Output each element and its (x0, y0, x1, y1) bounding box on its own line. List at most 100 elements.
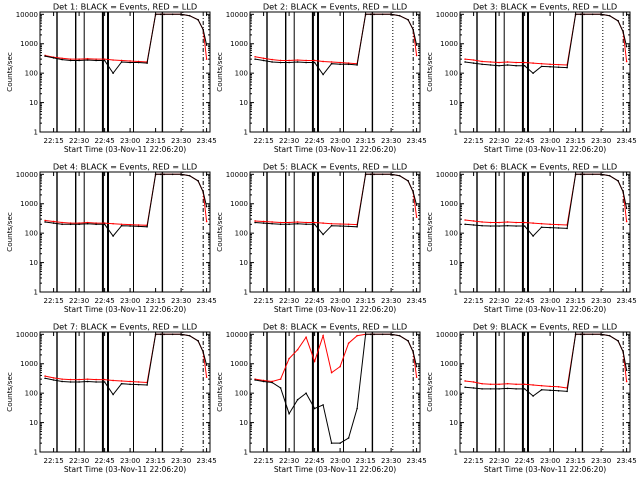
data-point-events (364, 333, 367, 336)
x-tick-label: 22:30 (69, 137, 89, 145)
data-point-events (390, 333, 392, 336)
x-tick-label: 23:15 (356, 297, 376, 305)
data-point-events (95, 59, 97, 62)
data-point-events (472, 387, 475, 389)
y-tick-label: 10000 (436, 171, 458, 179)
y-tick-label: 1 (454, 449, 458, 457)
data-point-events (373, 173, 375, 176)
data-point-events (398, 174, 401, 177)
data-point-events (591, 13, 594, 16)
data-point-lld (464, 219, 466, 221)
data-point-events (369, 333, 372, 336)
data-point-events (415, 44, 418, 46)
series-line-events (45, 173, 208, 237)
data-point-events (608, 174, 611, 177)
data-point-events (44, 377, 46, 380)
x-tick-label: 22:15 (44, 457, 64, 465)
plot-frame (459, 171, 631, 293)
chart-title: Det 2: BLACK = Events, RED = LLD (263, 2, 407, 12)
data-point-events (103, 223, 106, 226)
data-point-events (412, 28, 415, 31)
plot-frame (39, 171, 211, 293)
data-point-lld (489, 221, 492, 224)
data-point-lld (523, 221, 526, 224)
data-point-events (347, 63, 350, 66)
data-point-events (254, 58, 256, 60)
data-point-lld (481, 60, 483, 63)
data-point-events (254, 379, 256, 381)
data-point-lld (506, 61, 509, 63)
data-point-events (95, 381, 97, 383)
x-tick-label: 22:15 (254, 297, 274, 305)
data-point-events (330, 62, 333, 65)
x-tick-label: 23:30 (171, 297, 191, 305)
data-point-events (69, 59, 72, 62)
data-point-events (523, 225, 526, 227)
data-point-lld (288, 221, 290, 224)
data-point-events (171, 333, 174, 336)
data-point-events (356, 407, 358, 410)
data-point-events (523, 64, 526, 67)
chart-panel-3: Det 3: BLACK = Events, RED = LLD 1 10 100 10… (425, 2, 637, 155)
data-point-lld (339, 61, 341, 64)
data-point-events (339, 63, 341, 66)
x-tick-label: 22:30 (279, 137, 299, 145)
series-line-events (255, 173, 418, 236)
data-point-events (356, 225, 358, 228)
y-tick-label: 100 (445, 390, 458, 398)
data-point-events (339, 225, 341, 227)
x-tick-label: 22:15 (254, 137, 274, 145)
y-tick-label: 10 (29, 259, 38, 267)
chart-title: Det 9: BLACK = Events, RED = LLD (473, 322, 617, 332)
data-point-events (557, 227, 560, 229)
data-point-events (506, 224, 509, 227)
x-tick-label: 23:45 (407, 297, 427, 305)
data-point-events (180, 173, 182, 176)
data-point-events (464, 386, 466, 388)
data-point-lld (322, 334, 324, 337)
data-point-lld (129, 380, 131, 383)
data-point-events (146, 62, 148, 64)
data-point-lld (322, 60, 324, 63)
plot-frame (249, 331, 421, 453)
data-point-events (271, 61, 273, 63)
data-point-lld (339, 223, 341, 225)
x-axis-label: Start Time (03-Nov-11 22:06:20) (274, 145, 396, 154)
x-tick-label: 23:30 (591, 297, 611, 305)
x-tick-label: 22:30 (489, 457, 509, 465)
data-point-events (579, 173, 582, 176)
x-tick-label: 23:30 (591, 137, 611, 145)
plot-frame (249, 11, 421, 133)
data-point-events (188, 14, 191, 17)
data-point-events (608, 14, 611, 17)
x-tick-label: 23:15 (566, 457, 586, 465)
data-point-lld (498, 221, 500, 224)
x-tick-label: 22:15 (464, 297, 484, 305)
data-point-events (540, 65, 543, 68)
x-tick-label: 23:00 (120, 297, 140, 305)
x-tick-label: 23:00 (540, 297, 560, 305)
data-point-lld (205, 58, 208, 60)
data-point-lld (262, 220, 265, 223)
y-tick-label: 100 (25, 230, 38, 238)
data-point-lld (472, 220, 475, 222)
data-point-lld (549, 385, 551, 388)
data-point-lld (296, 221, 299, 223)
data-point-events (369, 13, 372, 16)
x-tick-label: 23:45 (197, 297, 217, 305)
data-point-lld (44, 219, 46, 222)
data-point-events (591, 173, 594, 176)
data-point-lld (254, 220, 256, 222)
data-point-lld (137, 381, 140, 383)
x-tick-label: 23:15 (356, 457, 376, 465)
y-tick-label: 10000 (436, 331, 458, 339)
data-point-events (464, 223, 466, 226)
data-point-events (549, 389, 551, 392)
data-point-events (373, 333, 375, 336)
x-tick-label: 23:15 (566, 137, 586, 145)
data-point-lld (625, 60, 628, 63)
data-point-lld (515, 383, 517, 386)
data-point-lld (296, 59, 299, 61)
data-point-lld (557, 63, 560, 66)
y-tick-label: 10 (449, 259, 458, 267)
